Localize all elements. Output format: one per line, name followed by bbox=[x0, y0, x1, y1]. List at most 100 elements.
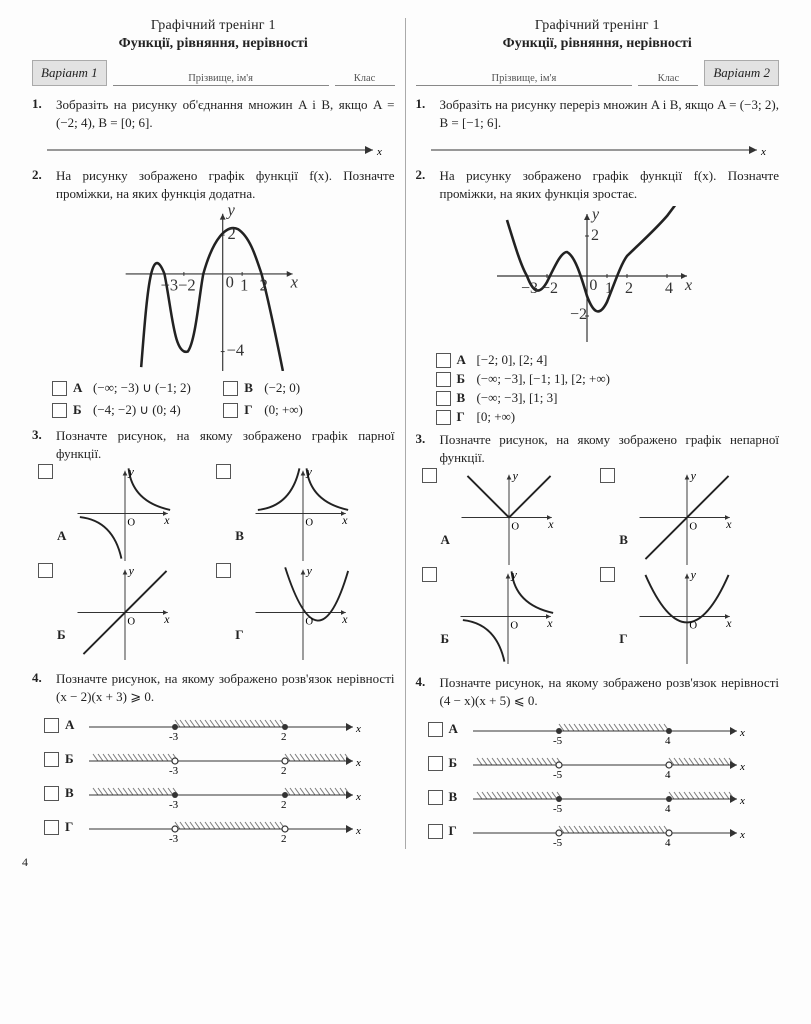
numline-option[interactable]: Г -5 4 x bbox=[428, 815, 780, 847]
svg-text:x: x bbox=[546, 616, 553, 630]
number-line: -5 4 x bbox=[469, 713, 749, 745]
name-field[interactable]: Прізвище, ім'я bbox=[416, 73, 633, 86]
q4-numlines: А -3 2 x Б -3 2 x В -3 2 x Г bbox=[44, 709, 395, 843]
checkbox[interactable] bbox=[216, 464, 231, 479]
option-v[interactable]: В(−2; 0) bbox=[223, 380, 394, 396]
task-text: Зобразіть на рисунку переріз множин A і … bbox=[440, 96, 780, 131]
option-v[interactable]: В(−∞; −3], [1; 3] bbox=[436, 390, 780, 406]
mini-g[interactable]: Г xyO bbox=[216, 565, 394, 660]
svg-text:4: 4 bbox=[665, 803, 671, 813]
name-field[interactable]: Прізвище, ім'я bbox=[113, 73, 329, 86]
checkbox[interactable] bbox=[52, 403, 67, 418]
svg-text:y: y bbox=[511, 569, 518, 582]
checkbox[interactable] bbox=[436, 372, 451, 387]
svg-text:x: x bbox=[684, 277, 692, 294]
task-text: Позначте рисунок, на якому зображено гра… bbox=[56, 427, 395, 462]
class-field[interactable]: Клас bbox=[638, 73, 698, 86]
svg-text:1: 1 bbox=[605, 280, 613, 297]
checkbox[interactable] bbox=[436, 353, 451, 368]
svg-text:O: O bbox=[305, 517, 313, 529]
checkbox[interactable] bbox=[52, 381, 67, 396]
checkbox[interactable] bbox=[600, 468, 615, 483]
checkbox[interactable] bbox=[223, 381, 238, 396]
option-b[interactable]: Б(−∞; −3], [−1; 1], [2; +∞) bbox=[436, 371, 780, 387]
svg-text:x: x bbox=[739, 727, 745, 739]
option-a[interactable]: А[−2; 0], [2; 4] bbox=[436, 352, 780, 368]
option-g[interactable]: Г[0; +∞) bbox=[436, 409, 780, 425]
svg-text:x: x bbox=[739, 761, 745, 773]
numline-option[interactable]: А -3 2 x bbox=[44, 709, 395, 741]
number-line: -3 2 x bbox=[85, 777, 365, 809]
task-text: Зобразіть на рисунку об'єднання множин A… bbox=[56, 96, 395, 131]
task-4: 4. Позначте рисунок, на якому зображено … bbox=[32, 670, 395, 705]
numline-option[interactable]: Б -3 2 x bbox=[44, 743, 395, 775]
svg-text:y: y bbox=[127, 565, 134, 578]
svg-text:-5: -5 bbox=[553, 837, 563, 847]
svg-text:1: 1 bbox=[240, 276, 248, 295]
mini-b[interactable]: Б xyO bbox=[422, 569, 601, 664]
svg-text:-3: -3 bbox=[169, 731, 179, 741]
checkbox[interactable] bbox=[428, 722, 443, 737]
numline-option[interactable]: А -5 4 x bbox=[428, 713, 780, 745]
svg-text:2: 2 bbox=[625, 280, 633, 297]
svg-text:−3: −3 bbox=[521, 280, 538, 297]
numline-option[interactable]: Б -5 4 x bbox=[428, 747, 780, 779]
page-number: 4 bbox=[22, 855, 789, 870]
checkbox[interactable] bbox=[422, 468, 437, 483]
checkbox[interactable] bbox=[44, 718, 59, 733]
option-b[interactable]: Б(−4; −2) ∪ (0; 4) bbox=[52, 402, 223, 418]
svg-text:2: 2 bbox=[591, 227, 599, 244]
checkbox[interactable] bbox=[600, 567, 615, 582]
page-pretitle: Графічний тренінг 1 bbox=[32, 18, 395, 34]
task-text: Позначте рисунок, на якому зображено гра… bbox=[440, 431, 780, 466]
page-title: Функції, рівняння, нерівності bbox=[32, 36, 395, 52]
mini-a[interactable]: А xyO bbox=[422, 470, 601, 565]
task-text: Позначте рисунок, на якому зображено роз… bbox=[56, 670, 395, 705]
svg-text:0: 0 bbox=[226, 273, 234, 292]
checkbox[interactable] bbox=[422, 567, 437, 582]
checkbox[interactable] bbox=[44, 820, 59, 835]
svg-text:x: x bbox=[739, 795, 745, 807]
task-text: Позначте рисунок, на якому зображено роз… bbox=[440, 674, 780, 709]
checkbox[interactable] bbox=[38, 464, 53, 479]
svg-text:x: x bbox=[725, 616, 732, 630]
number-line: -5 4 x bbox=[469, 815, 749, 847]
task-number: 2. bbox=[416, 167, 432, 202]
svg-text:O: O bbox=[689, 521, 697, 533]
q2-options: А[−2; 0], [2; 4] Б(−∞; −3], [−1; 1], [2;… bbox=[436, 352, 780, 425]
q4-numlines: А -5 4 x Б -5 4 x В -5 4 x Г bbox=[428, 713, 780, 847]
task-number: 4. bbox=[32, 670, 48, 705]
class-field[interactable]: Клас bbox=[335, 73, 395, 86]
task-number: 1. bbox=[416, 96, 432, 131]
mini-v[interactable]: В xyO bbox=[600, 470, 779, 565]
svg-text:2: 2 bbox=[228, 224, 236, 243]
checkbox[interactable] bbox=[436, 410, 451, 425]
checkbox[interactable] bbox=[216, 563, 231, 578]
mini-g[interactable]: Г xyO bbox=[600, 569, 779, 664]
mini-v[interactable]: В xyO bbox=[216, 466, 394, 561]
svg-text:O: O bbox=[305, 616, 313, 628]
checkbox[interactable] bbox=[428, 790, 443, 805]
mini-b[interactable]: Б xyO bbox=[38, 565, 216, 660]
option-g[interactable]: Г(0; +∞) bbox=[223, 402, 394, 418]
checkbox[interactable] bbox=[428, 824, 443, 839]
svg-text:-3: -3 bbox=[169, 833, 179, 843]
mini-a[interactable]: А xyO bbox=[38, 466, 216, 561]
option-key: А bbox=[65, 717, 79, 733]
task-number: 4. bbox=[416, 674, 432, 709]
checkbox[interactable] bbox=[223, 403, 238, 418]
checkbox[interactable] bbox=[44, 786, 59, 801]
numline-option[interactable]: В -3 2 x bbox=[44, 777, 395, 809]
checkbox[interactable] bbox=[436, 391, 451, 406]
task-number: 3. bbox=[416, 431, 432, 466]
numline-option[interactable]: Г -3 2 x bbox=[44, 811, 395, 843]
task-1: 1. Зобразіть на рисунку об'єднання множи… bbox=[32, 96, 395, 131]
option-key: Г bbox=[65, 819, 79, 835]
checkbox[interactable] bbox=[38, 563, 53, 578]
option-a[interactable]: А(−∞; −3) ∪ (−1; 2) bbox=[52, 380, 223, 396]
task-3: 3. Позначте рисунок, на якому зображено … bbox=[32, 427, 395, 462]
svg-text:O: O bbox=[689, 620, 697, 632]
numline-option[interactable]: В -5 4 x bbox=[428, 781, 780, 813]
checkbox[interactable] bbox=[428, 756, 443, 771]
checkbox[interactable] bbox=[44, 752, 59, 767]
